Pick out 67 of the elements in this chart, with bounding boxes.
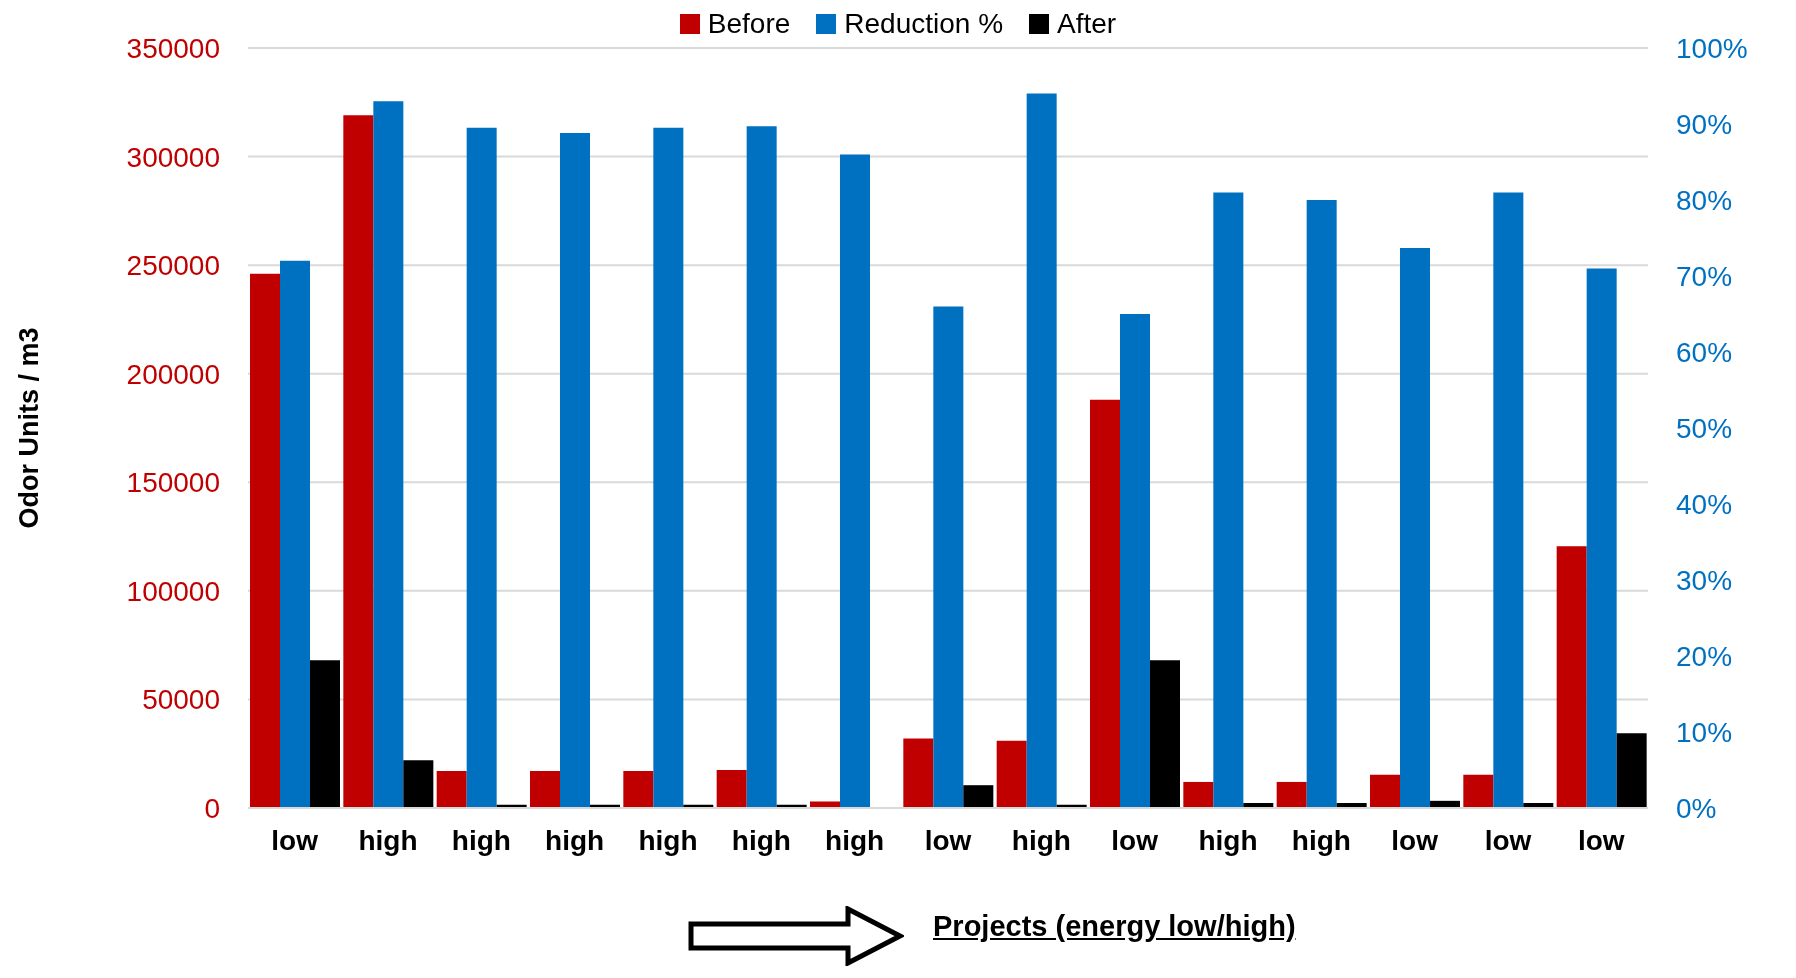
legend-label: After <box>1057 8 1117 40</box>
bar <box>530 771 560 808</box>
y-tick-label: 250000 <box>126 250 220 282</box>
y2-tick-label: 40% <box>1676 488 1733 520</box>
x-tick-label: high <box>545 824 605 856</box>
bar <box>840 154 870 808</box>
y2-tick-label: 90% <box>1676 108 1733 140</box>
x-tick-label: low <box>924 824 972 856</box>
y-tick-label: 350000 <box>126 32 220 64</box>
x-axis-title: Projects (energy low/high) <box>933 910 1296 943</box>
y2-tick-label: 70% <box>1676 260 1733 292</box>
x-tick-label: high <box>358 824 418 856</box>
y2-tick-label: 10% <box>1676 716 1733 748</box>
bar <box>716 770 747 808</box>
y-tick-label: 300000 <box>126 141 220 173</box>
bar <box>653 127 684 808</box>
bar <box>1463 774 1494 808</box>
x-tick-label: low <box>271 824 319 856</box>
y2-tick-label: 0% <box>1676 792 1717 824</box>
bar <box>1276 781 1307 808</box>
x-tick-label: high <box>451 824 511 856</box>
bar <box>560 133 590 808</box>
y2-tick-label: 50% <box>1676 412 1733 444</box>
y-tick-label: 200000 <box>126 358 220 390</box>
bar <box>996 740 1027 808</box>
x-tick-label: high <box>1198 824 1258 856</box>
x-tick-label: low <box>1484 824 1532 856</box>
x-tick-label: high <box>1011 824 1071 856</box>
bar <box>310 660 340 808</box>
bar <box>1400 247 1430 808</box>
bar <box>1586 268 1617 808</box>
y2-tick-label: 30% <box>1676 564 1733 596</box>
bar <box>1213 192 1244 808</box>
x-tick-label: high <box>825 824 885 856</box>
bar <box>810 801 840 808</box>
bar <box>1026 93 1057 808</box>
bar <box>1493 192 1524 808</box>
y-tick-label: 150000 <box>126 467 220 499</box>
y-tick-label: 0 <box>204 792 220 824</box>
y2-tick-label: 60% <box>1676 336 1733 368</box>
y-axis-title: Odor Units / m3 <box>13 327 44 529</box>
bar <box>623 771 654 808</box>
y-tick-label: 100000 <box>126 575 220 607</box>
y2-tick-label: 20% <box>1676 640 1733 672</box>
bar <box>403 760 434 808</box>
x-tick-label: low <box>1111 824 1159 856</box>
y2-tick-label: 100% <box>1676 32 1748 64</box>
bar <box>1616 733 1647 808</box>
bar <box>903 738 934 808</box>
bar <box>436 771 467 808</box>
bar <box>963 785 994 808</box>
bar <box>746 126 777 808</box>
y-tick-label: 50000 <box>142 684 220 716</box>
x-tick-label: high <box>638 824 698 856</box>
x-tick-label: high <box>731 824 791 856</box>
bar <box>1370 774 1400 808</box>
legend-label: Before <box>707 8 791 40</box>
x-tick-label: high <box>1291 824 1351 856</box>
legend-label: Reduction % <box>844 8 1004 40</box>
bar <box>1150 660 1180 808</box>
x-tick-label: low <box>1578 824 1625 856</box>
y2-tick-label: 80% <box>1676 184 1733 216</box>
x-tick-label: low <box>1391 824 1439 856</box>
bar <box>1306 200 1337 808</box>
bar <box>933 306 964 808</box>
bar <box>1183 781 1214 808</box>
bar <box>466 127 497 808</box>
